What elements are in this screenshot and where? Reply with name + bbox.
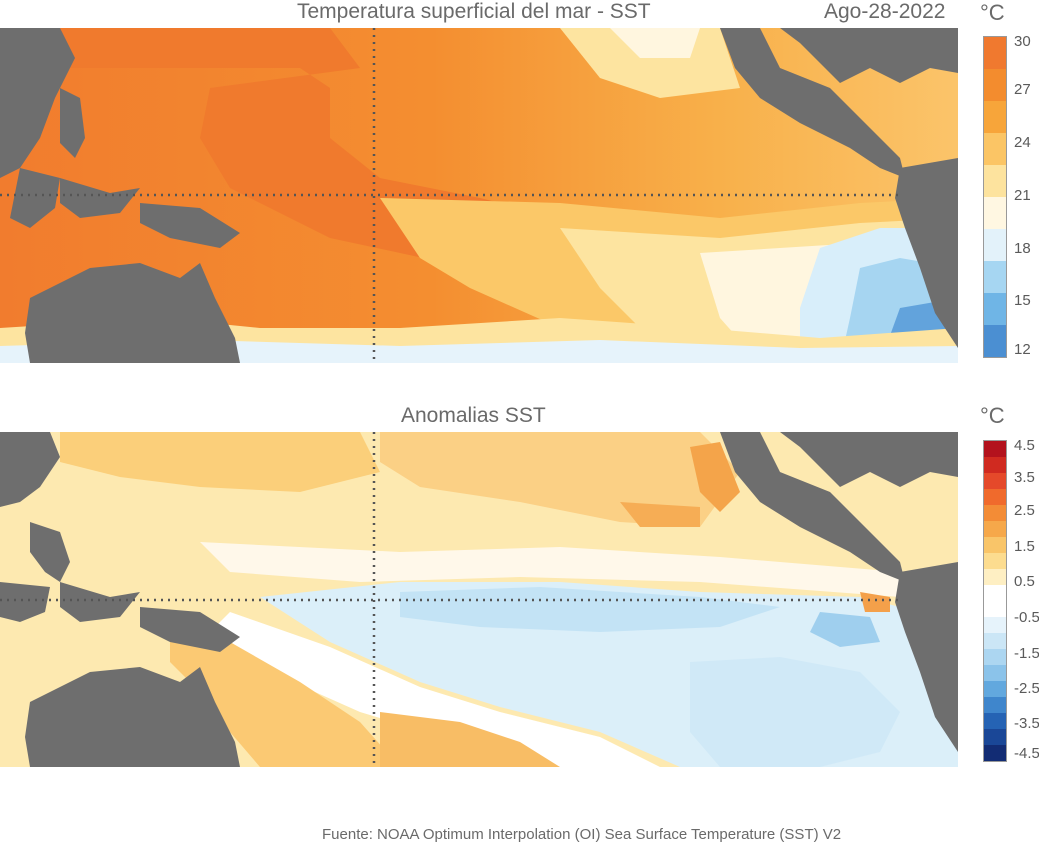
anomaly-colorbar-swatch <box>984 617 1006 633</box>
anomaly-colorbar-swatch <box>984 633 1006 649</box>
sst-date: Ago-28-2022 <box>824 0 946 23</box>
anomaly-colorbar-swatch <box>984 649 1006 665</box>
anomaly-tick-label: 2.5 <box>1014 502 1035 519</box>
sst-tick-label: 12 <box>1014 341 1031 358</box>
sst-colorbar-swatch <box>984 133 1006 165</box>
anomaly-title: Anomalias SST <box>401 404 546 427</box>
anomaly-tick-label: 0.5 <box>1014 573 1035 590</box>
sst-unit: °C <box>980 0 1005 25</box>
anomaly-tick-label: -2.5 <box>1014 680 1039 697</box>
anomaly-map <box>0 432 958 767</box>
anomaly-colorbar-swatch <box>984 601 1006 617</box>
anomaly-colorbar-swatch <box>984 441 1006 457</box>
sst-tick-label: 21 <box>1014 187 1031 204</box>
anomaly-tick-label: 4.5 <box>1014 437 1035 454</box>
anomaly-colorbar-swatch <box>984 697 1006 713</box>
sst-colorbar-swatch <box>984 165 1006 197</box>
anomaly-colorbar-swatch <box>984 665 1006 681</box>
anomaly-colorbar-swatch <box>984 505 1006 521</box>
sst-tick-label: 27 <box>1014 81 1031 98</box>
anomaly-tick-label: -4.5 <box>1014 745 1039 762</box>
sst-colorbar-swatch <box>984 37 1006 69</box>
anomaly-colorbar-swatch <box>984 569 1006 585</box>
anomaly-colorbar-swatch <box>984 681 1006 697</box>
source-credit: Fuente: NOAA Optimum Interpolation (OI) … <box>322 826 842 843</box>
sst-colorbar <box>983 36 1007 358</box>
sst-title: Temperatura superficial del mar - SST <box>297 0 651 23</box>
sst-tick-label: 15 <box>1014 292 1031 309</box>
anomaly-colorbar-swatch <box>984 457 1006 473</box>
sst-colorbar-swatch <box>984 101 1006 133</box>
anomaly-colorbar-swatch <box>984 729 1006 745</box>
anomaly-colorbar-swatch <box>984 521 1006 537</box>
anomaly-colorbar-swatch <box>984 489 1006 505</box>
sst-tick-label: 24 <box>1014 134 1031 151</box>
sst-colorbar-swatch <box>984 197 1006 229</box>
sst-tick-label: 30 <box>1014 33 1031 50</box>
anomaly-tick-label: 1.5 <box>1014 538 1035 555</box>
anomaly-colorbar-swatch <box>984 553 1006 569</box>
anomaly-colorbar <box>983 440 1007 762</box>
sst-colorbar-swatch <box>984 293 1006 325</box>
sst-colorbar-swatch <box>984 325 1006 357</box>
anomaly-unit: °C <box>980 403 1005 428</box>
sst-tick-label: 18 <box>1014 240 1031 257</box>
anomaly-colorbar-swatch <box>984 585 1006 601</box>
anomaly-colorbar-swatch <box>984 473 1006 489</box>
sst-colorbar-swatch <box>984 261 1006 293</box>
anomaly-tick-label: -0.5 <box>1014 609 1039 626</box>
anomaly-colorbar-swatch <box>984 745 1006 761</box>
anomaly-tick-label: -1.5 <box>1014 645 1039 662</box>
sst-colorbar-swatch <box>984 69 1006 101</box>
anomaly-colorbar-swatch <box>984 537 1006 553</box>
sst-colorbar-swatch <box>984 229 1006 261</box>
anomaly-tick-label: 3.5 <box>1014 469 1035 486</box>
anomaly-colorbar-swatch <box>984 713 1006 729</box>
sst-map <box>0 28 958 363</box>
anomaly-tick-label: -3.5 <box>1014 715 1039 732</box>
